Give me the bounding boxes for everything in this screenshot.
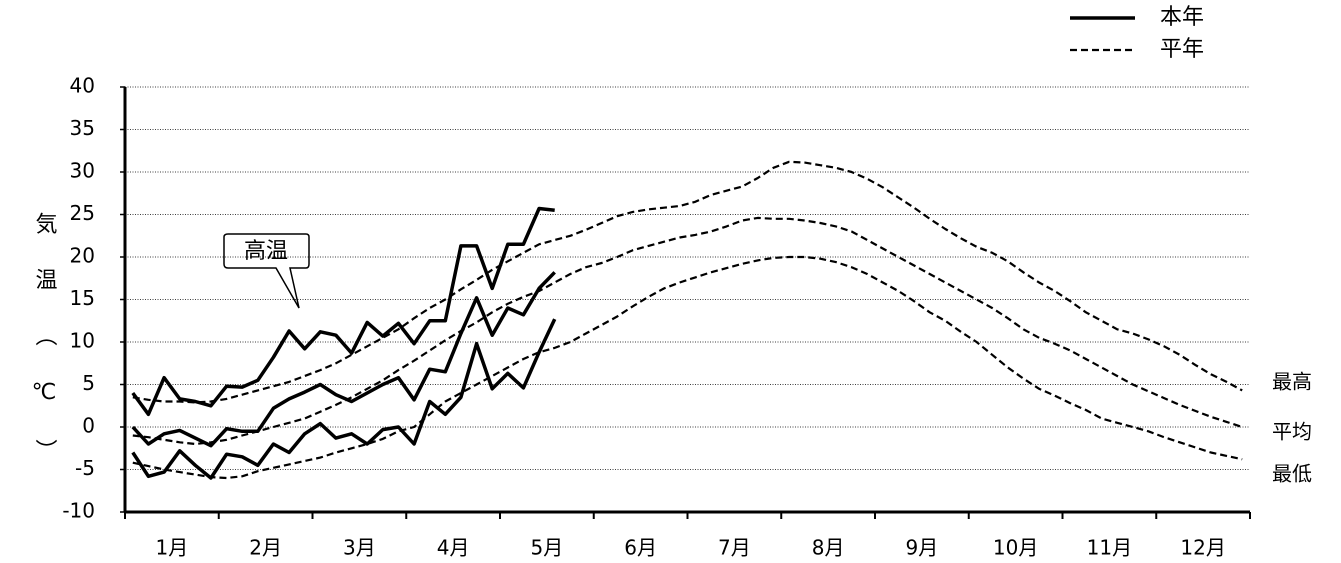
x-tick-label: 11月 <box>1087 536 1132 560</box>
x-tick-label: 2月 <box>249 536 282 560</box>
annotation: 高温 <box>223 233 310 309</box>
y-tick-label: 10 <box>70 329 95 353</box>
legend-label: 平年 <box>1160 37 1204 62</box>
series-label: 最高 <box>1272 370 1312 394</box>
y-tick-label: 40 <box>70 74 95 98</box>
y-tick-label: 20 <box>70 244 95 268</box>
series-line <box>131 206 555 417</box>
y-tick-label: 5 <box>82 371 95 395</box>
x-tick-label: 6月 <box>624 536 657 560</box>
y-tick-label: 25 <box>70 201 95 225</box>
y-tick-label: 15 <box>70 286 95 310</box>
y-tick-label: 30 <box>70 159 95 183</box>
x-tick-label: 8月 <box>812 536 845 560</box>
x-tick-label: 5月 <box>531 536 564 560</box>
series-line <box>132 216 1243 446</box>
y-tick-label: -5 <box>75 456 95 480</box>
x-tick-label: 3月 <box>343 536 376 560</box>
x-tick-label: 4月 <box>437 536 470 560</box>
series-line <box>132 160 1243 404</box>
series-line <box>131 318 557 480</box>
y-tick-label: 0 <box>82 414 95 438</box>
y-tick-label: -10 <box>62 499 95 523</box>
series-line <box>131 271 556 448</box>
series-line <box>132 255 1243 480</box>
y-axis-label: 気温（℃） <box>32 212 58 495</box>
annotation-text: 高温 <box>244 239 288 264</box>
x-tick-label: 1月 <box>156 536 189 560</box>
y-tick-label: 35 <box>70 116 95 140</box>
callout-box <box>223 233 310 309</box>
series-label: 最低 <box>1272 462 1312 486</box>
series-label: 平均 <box>1272 420 1312 444</box>
x-tick-label: 12月 <box>1180 536 1225 560</box>
legend-label: 本年 <box>1160 5 1204 30</box>
x-tick-label: 9月 <box>906 536 939 560</box>
x-tick-label: 7月 <box>718 536 751 560</box>
x-tick-label: 10月 <box>993 536 1038 560</box>
